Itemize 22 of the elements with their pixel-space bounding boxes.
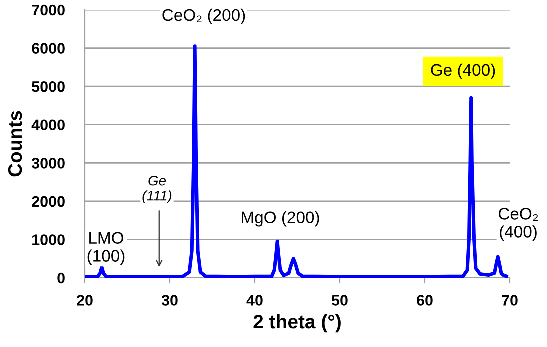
annotation: Ge (400) <box>431 64 496 80</box>
y-tick-label: 5000 <box>32 81 65 92</box>
y-tick-label: 1000 <box>32 234 65 246</box>
annotation: MgO (200) <box>242 211 320 227</box>
x-tick-label: 30 <box>162 295 178 306</box>
y-tick-label: 2000 <box>32 196 65 208</box>
y-tick-label: 0 <box>58 272 65 284</box>
x-tick-label: 40 <box>246 295 263 306</box>
annotation: LMO (100) <box>88 232 125 266</box>
x-tick-label: 70 <box>502 295 518 306</box>
x-tick-label: 20 <box>77 295 93 306</box>
y-tick-label: 3000 <box>32 158 65 169</box>
annotation: Ge (111) <box>142 176 172 204</box>
x-axis-title: 2 theta (°) <box>254 314 341 333</box>
y-axis-title: Counts <box>8 111 22 177</box>
x-tick-label: 60 <box>417 295 433 306</box>
y-tick-label: 6000 <box>32 43 65 54</box>
y-tick-label: 4000 <box>32 120 65 131</box>
annotation: CeO₂ (400) <box>498 208 538 242</box>
y-tick-label: 7000 <box>32 4 65 16</box>
annotation: CeO₂ (200) <box>162 8 246 24</box>
x-tick-label: 50 <box>332 295 348 306</box>
